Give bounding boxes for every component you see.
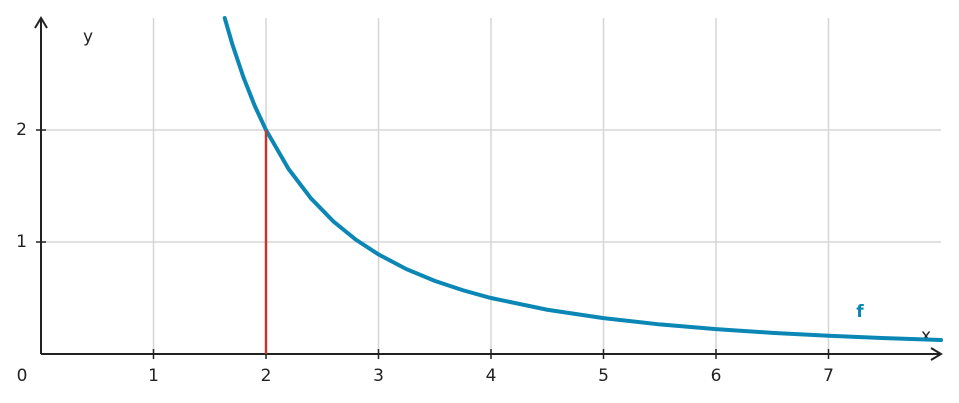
line [222, 16, 943, 342]
x-tick-label: 2 [261, 366, 272, 386]
x-axis-arrow [930, 347, 943, 361]
y-tick-label: 1 [16, 232, 27, 252]
x-tick-label: 5 [598, 366, 609, 386]
x-tick-label: 7 [823, 366, 834, 386]
origin-label: 0 [17, 366, 28, 386]
legend-label: f [856, 302, 864, 322]
y-tick-label: 2 [16, 120, 27, 140]
x-axis-label: x [921, 326, 931, 346]
x-tick-label: 4 [486, 366, 497, 386]
x-tick-label: 1 [148, 366, 159, 386]
x-tick-label: 6 [711, 366, 722, 386]
x-tick-label: 3 [373, 366, 384, 386]
y-axis-label: y [83, 27, 93, 47]
y-axis-arrow [34, 16, 48, 29]
